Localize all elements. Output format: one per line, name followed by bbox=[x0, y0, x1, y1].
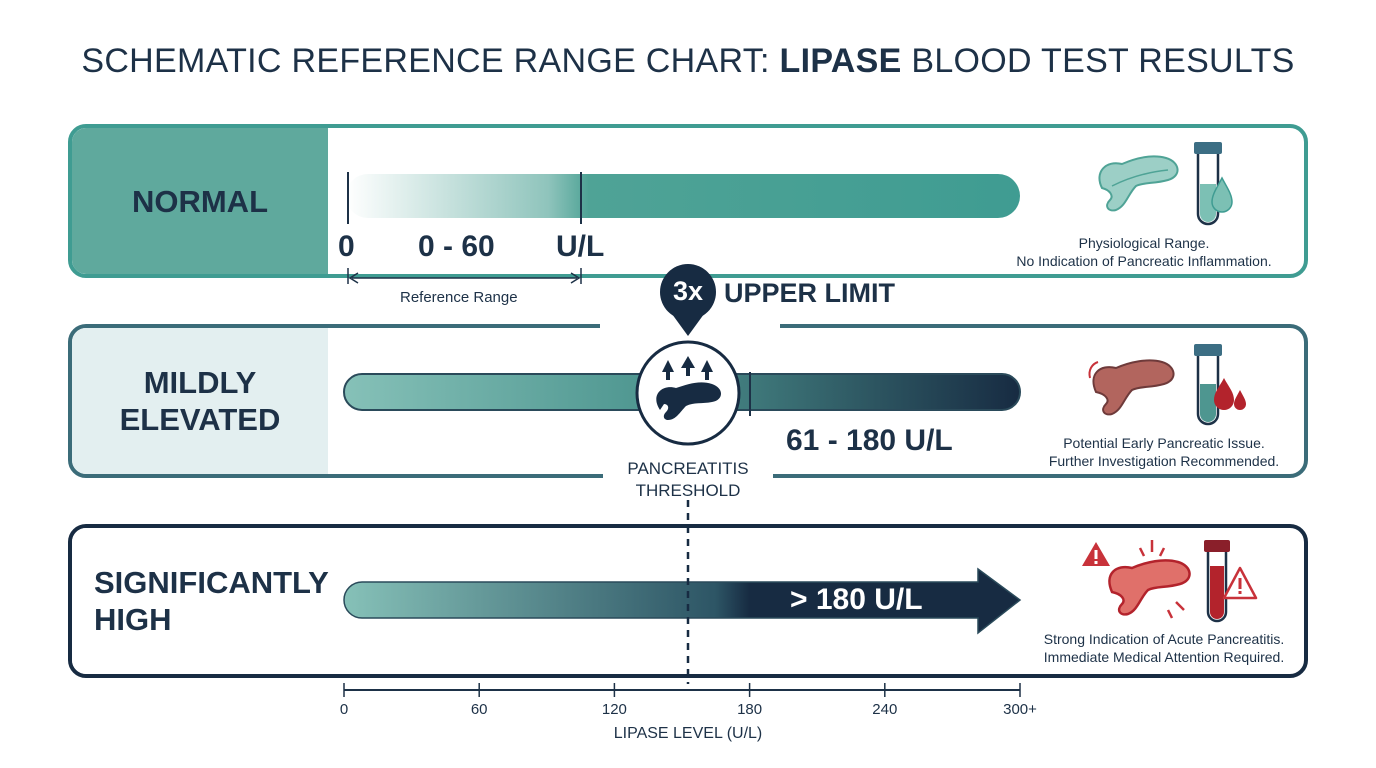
upper-limit-badge bbox=[660, 264, 716, 336]
pancreatitis-threshold-label: PANCREATITIS THRESHOLD bbox=[627, 459, 749, 500]
mild-range-value: 61 - 180 U/L bbox=[786, 424, 953, 457]
reference-range-label: Reference Range bbox=[400, 289, 518, 306]
warning-icon bbox=[1222, 566, 1258, 600]
pancreas-icon bbox=[1108, 540, 1191, 619]
mildly-elevated-label: MILDLY ELEVATED bbox=[72, 328, 328, 474]
x-axis-tick-label: 300+ bbox=[1003, 701, 1037, 718]
reference-range-bracket bbox=[347, 268, 582, 284]
test-tube-icon bbox=[1204, 540, 1230, 623]
high-range-arrow bbox=[343, 567, 1022, 635]
upper-limit-label: UPPER LIMIT bbox=[724, 278, 896, 308]
normal-range-value: 0 - 60 bbox=[418, 230, 495, 263]
x-axis-title: LIPASE LEVEL (U/L) bbox=[613, 725, 763, 742]
high-range-value: > 180 U/L bbox=[790, 583, 923, 616]
normal-description: Physiological Range. No Indication of Pa… bbox=[1016, 235, 1272, 269]
pancreas-icon bbox=[1088, 359, 1175, 416]
x-axis-tick-label: 60 bbox=[470, 701, 488, 718]
significantly-high-label: SIGNIFICANTLY HIGH bbox=[72, 528, 350, 674]
pancreas-icon bbox=[656, 382, 721, 420]
high-description: Strong Indication of Acute Pancreatitis.… bbox=[1043, 631, 1285, 665]
normal-label: NORMAL bbox=[72, 128, 328, 274]
droplet-icon bbox=[1211, 176, 1233, 213]
x-axis bbox=[343, 683, 1021, 697]
x-axis-tick-label: 0 bbox=[339, 701, 349, 718]
normal-range-start: 0 bbox=[338, 230, 355, 263]
page-title: SCHEMATIC REFERENCE RANGE CHART: LIPASE … bbox=[81, 42, 1295, 80]
test-tube-icon bbox=[1194, 344, 1222, 426]
x-axis-tick-label: 240 bbox=[872, 701, 898, 718]
mild-description: Potential Early Pancreatic Issue. Furthe… bbox=[1048, 435, 1280, 469]
arrows-up-icon bbox=[662, 356, 713, 380]
x-axis-tick-label: 120 bbox=[601, 701, 627, 718]
x-axis-tick-label: 180 bbox=[737, 701, 763, 718]
warning-icon bbox=[1082, 542, 1110, 566]
pancreas-icon bbox=[1098, 155, 1179, 212]
upper-limit-multiplier: 3x bbox=[672, 276, 704, 306]
normal-range-unit: U/L bbox=[556, 230, 605, 263]
blood-drops-icon bbox=[1214, 378, 1246, 410]
normal-range-bar bbox=[346, 174, 1020, 218]
